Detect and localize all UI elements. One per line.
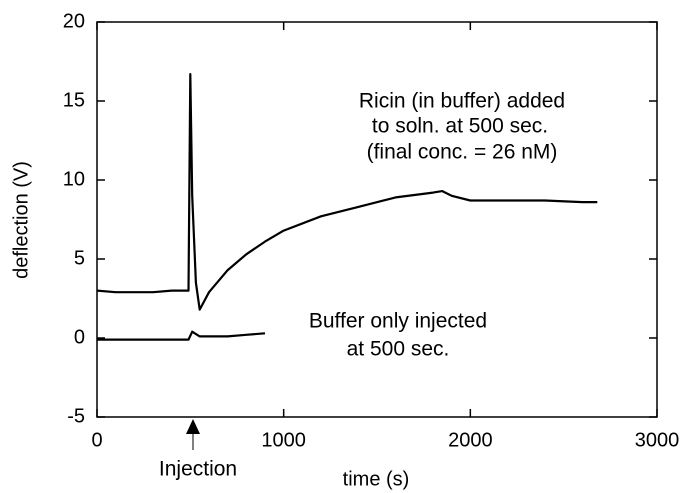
annotation: to soln. at 500 sec.: [372, 115, 548, 138]
annotation: (final conc. = 26 nM): [367, 141, 558, 164]
annotation: Buffer only injected: [309, 310, 487, 333]
plot-frame: [96, 21, 658, 418]
y-tick-label: 10: [63, 168, 85, 190]
y-tick-label: 0: [74, 326, 85, 348]
annotation: Ricin (in buffer) added: [359, 90, 565, 113]
y-tick-label: 5: [74, 247, 85, 269]
x-axis-label: time (s): [343, 468, 410, 490]
y-tick-label: 20: [63, 10, 85, 32]
data-line: [97, 330, 266, 341]
injection-label: Injection: [159, 458, 237, 481]
annotation: at 500 sec.: [347, 338, 450, 361]
y-axis-label: deflection (V): [10, 161, 32, 279]
y-tick-label: 15: [63, 89, 85, 111]
x-tick-label: 1000: [261, 429, 306, 451]
x-tick-label: 0: [91, 429, 102, 451]
injection-arrow: [186, 419, 200, 434]
data-line: [96, 72, 598, 311]
x-tick-label: 3000: [635, 429, 680, 451]
y-tick-label: -5: [67, 405, 85, 427]
x-tick-label: 2000: [448, 429, 493, 451]
